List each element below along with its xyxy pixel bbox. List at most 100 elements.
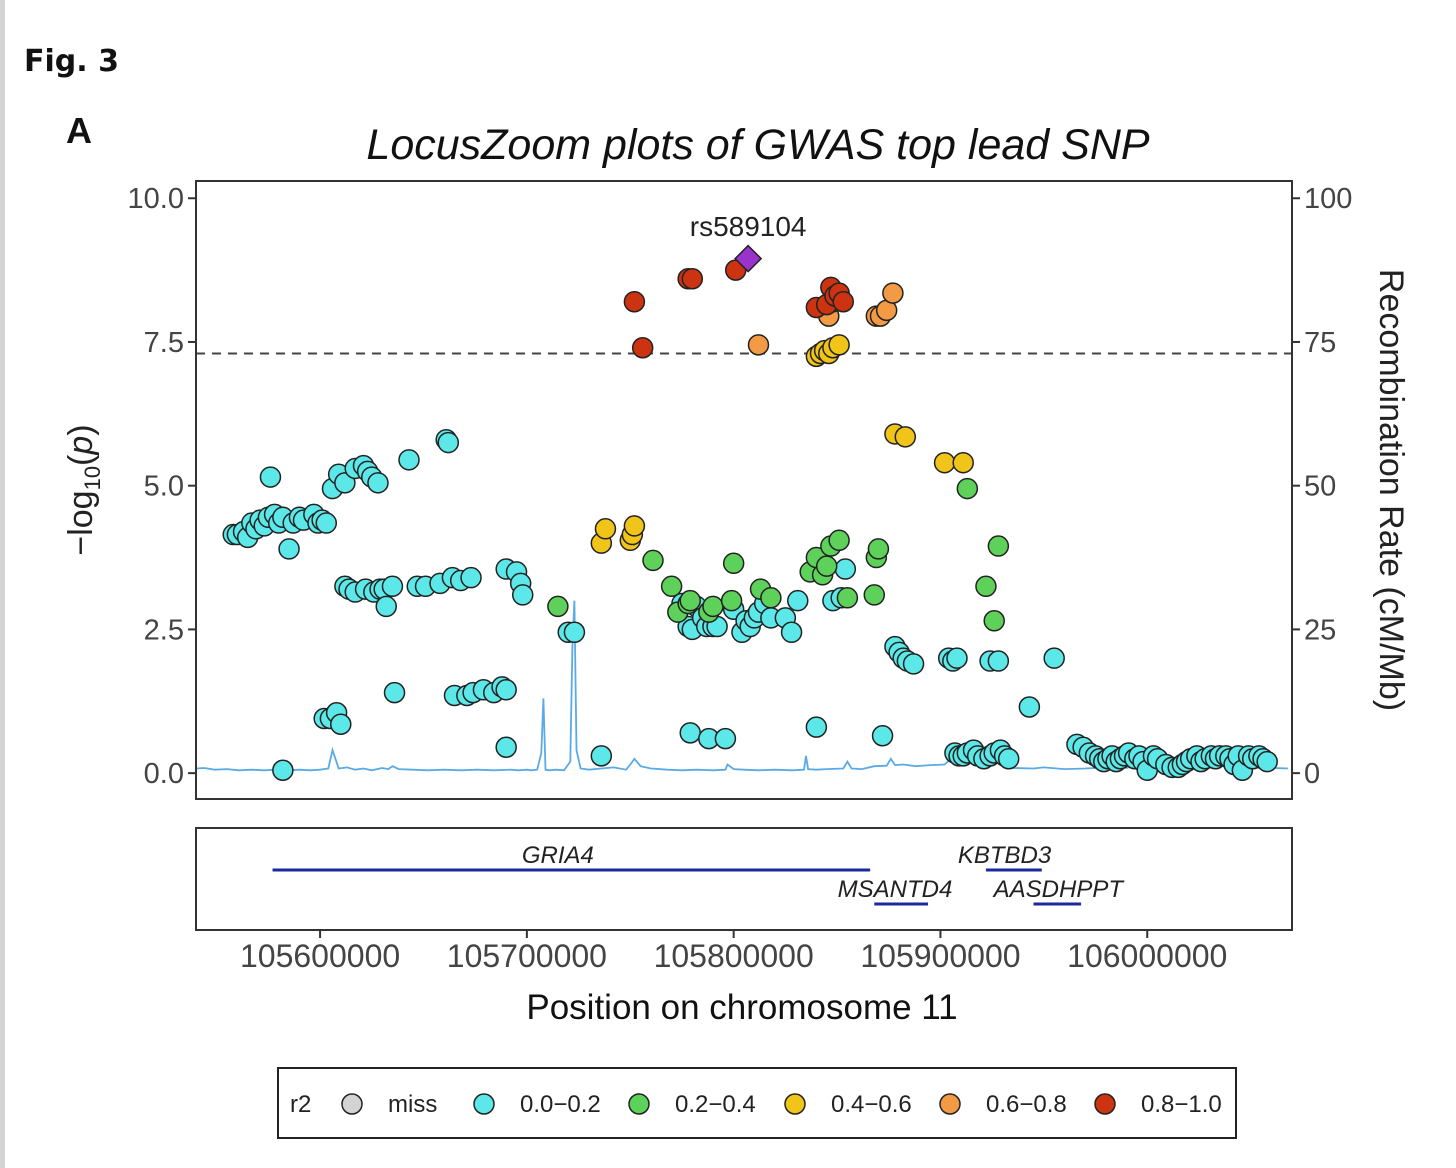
snp-point [623,515,646,537]
y-tick-label: 2.5 [144,614,184,646]
figure-label: Fig. 3 [24,44,119,79]
snp-point [495,736,517,759]
snp-point [894,426,917,448]
snp-point [437,431,460,454]
legend-marker [473,1093,495,1115]
panel-label: A [66,110,92,151]
legend-label: miss [388,1091,437,1118]
y2-tick-label: 50 [1304,471,1336,503]
snp-point [375,595,397,618]
y-tick-label: 7.5 [144,327,184,359]
legend-box [277,1067,1237,1139]
y-tick-label: 10.0 [128,183,184,215]
snp-point [902,653,925,675]
gene-label: KBTBD3 [958,842,1052,869]
snp-point [702,595,724,618]
y-tick-label: 5.0 [144,471,184,503]
snp-point [1018,696,1041,718]
snp-point [681,267,704,290]
snp-point [836,587,859,609]
gene-label: MSANTD4 [838,876,953,903]
snp-point [987,650,1010,672]
snp-point [832,290,855,313]
chart-title: LocusZoom plots of GWAS top lead SNP [366,121,1149,169]
snp-point [975,575,997,598]
plot-layer: 0.0 2.5 5.0 7.5 10.0 0 25 50 75 100 rs589104 [128,183,1353,790]
legend-label: 0.8−1.0 [1141,1091,1222,1118]
snp-point [882,282,904,304]
lead-snp-marker [734,244,763,273]
y-axis-title: −log10(p) [62,424,105,555]
legend-marker [628,1093,650,1115]
snp-point [805,716,828,738]
snp-point [383,681,406,704]
snp-point [834,558,857,580]
snp-point [787,589,809,612]
snp-point [722,552,745,575]
legend: r2 miss 0.0−0.2 0.2−0.4 0.4−0.6 0.6−0.8 0.8−1.… [290,1091,1222,1118]
snp-point [590,745,613,767]
gene-label: GRIA4 [522,842,594,869]
snp-point [330,713,352,736]
y2-tick-label: 75 [1304,327,1336,359]
gene-label: AASDHPPT [992,876,1126,903]
snp-point [1043,647,1065,669]
legend-label: 0.2−0.4 [675,1091,756,1118]
y2-tick-label: 25 [1304,614,1336,646]
snp-point [398,449,420,471]
snp-point [956,477,979,500]
snp-point [660,575,683,598]
snp-point [780,621,803,644]
snp-point [381,575,404,598]
snp-point [367,472,389,494]
snp-point [946,647,968,669]
snp-point [828,529,850,552]
snp-point [259,466,282,488]
legend-marker [341,1093,363,1115]
legend-label: 0.6−0.8 [986,1091,1067,1118]
snp-point [714,727,737,750]
snp-point [547,595,569,618]
lead-snp-label: rs589104 [690,211,807,242]
gene-track-frame [195,827,1293,931]
x-tick-label: 106000000 [1067,938,1227,974]
snp-point [460,566,482,589]
y2-axis-title: Recombination Rate (cM/Mb) [1372,269,1410,711]
y2-tick-label: 100 [1304,183,1352,215]
legend-marker [1094,1093,1116,1115]
snp-point [623,290,646,313]
snp-point [720,589,743,612]
plot-frame [195,180,1293,800]
legend-marker [784,1093,806,1115]
y2-tick-label: 0 [1304,758,1320,790]
snp-point [278,538,300,560]
y-tick-label: 0.0 [144,758,184,790]
legend-marker [939,1093,961,1115]
snp-point [679,722,701,744]
legend-label: 0.0−0.2 [520,1091,601,1118]
snp-point [334,472,356,494]
x-tick-label: 105600000 [240,938,400,974]
x-tick-label: 105700000 [447,938,607,974]
snp-point [828,334,850,356]
snp-point [760,587,782,609]
snp-point [747,334,770,356]
snp-point [863,584,886,606]
snp-point [631,336,654,359]
snp-point [871,725,894,747]
snp-point [679,589,701,612]
legend-title: r2 [290,1091,311,1118]
snp-point [594,518,617,540]
x-tick-label: 105800000 [654,938,814,974]
legend-label: 0.4−0.6 [831,1091,912,1118]
snp-point [495,679,517,701]
snp-point [1256,750,1278,773]
snp-point [933,451,956,474]
snp-point [511,584,534,606]
snp-point [867,538,890,560]
snp-point [642,549,664,572]
x-axis: 105600000 105700000 105800000 105900000 1060… [240,930,1227,974]
x-tick-label: 105900000 [860,938,1020,974]
